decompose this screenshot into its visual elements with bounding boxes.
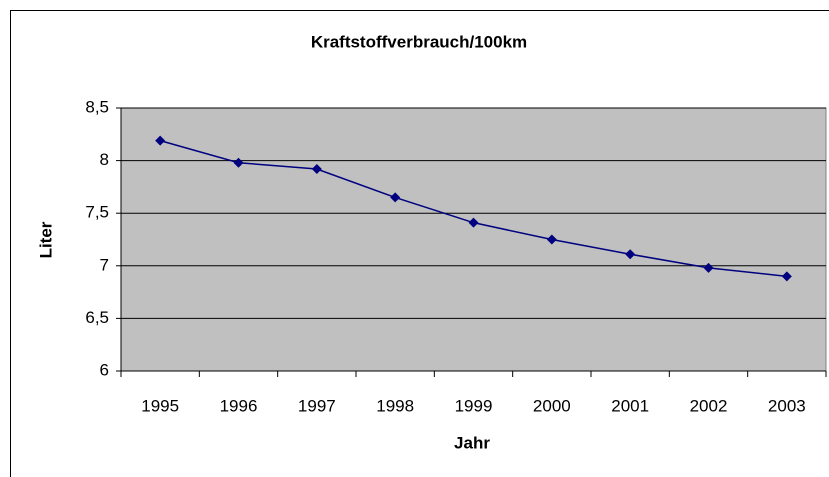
- x-tick-label: 1998: [376, 396, 414, 415]
- marker: [155, 135, 166, 146]
- chart-title: Kraftstoffverbrauch/100km: [311, 32, 527, 51]
- marker: [546, 234, 557, 245]
- x-tick-label: 1996: [220, 396, 258, 415]
- x-tick-label: 1999: [455, 396, 493, 415]
- marker: [781, 271, 792, 282]
- x-tick-label: 2001: [611, 396, 649, 415]
- y-tick-label: 8: [100, 150, 109, 169]
- x-tick-label: 2000: [533, 396, 571, 415]
- marker: [625, 249, 636, 260]
- y-tick-label: 7: [100, 255, 109, 274]
- x-tick-label: 1995: [141, 396, 179, 415]
- plot-area: [120, 107, 827, 372]
- y-tick-label: 6: [100, 360, 109, 379]
- marker: [311, 164, 322, 175]
- y-tick-label: 8,5: [85, 97, 109, 116]
- marker: [390, 192, 401, 203]
- x-axis-label: Jahr: [454, 433, 490, 452]
- marker: [703, 262, 714, 273]
- x-tick-label: 2002: [690, 396, 728, 415]
- x-tick-label: 1997: [298, 396, 336, 415]
- marker: [233, 157, 244, 168]
- y-axis-label: Liter: [36, 221, 55, 258]
- marker: [468, 217, 479, 228]
- y-tick-label: 6,5: [85, 308, 109, 327]
- y-tick-label: 7,5: [85, 203, 109, 222]
- x-tick-label: 2003: [768, 396, 806, 415]
